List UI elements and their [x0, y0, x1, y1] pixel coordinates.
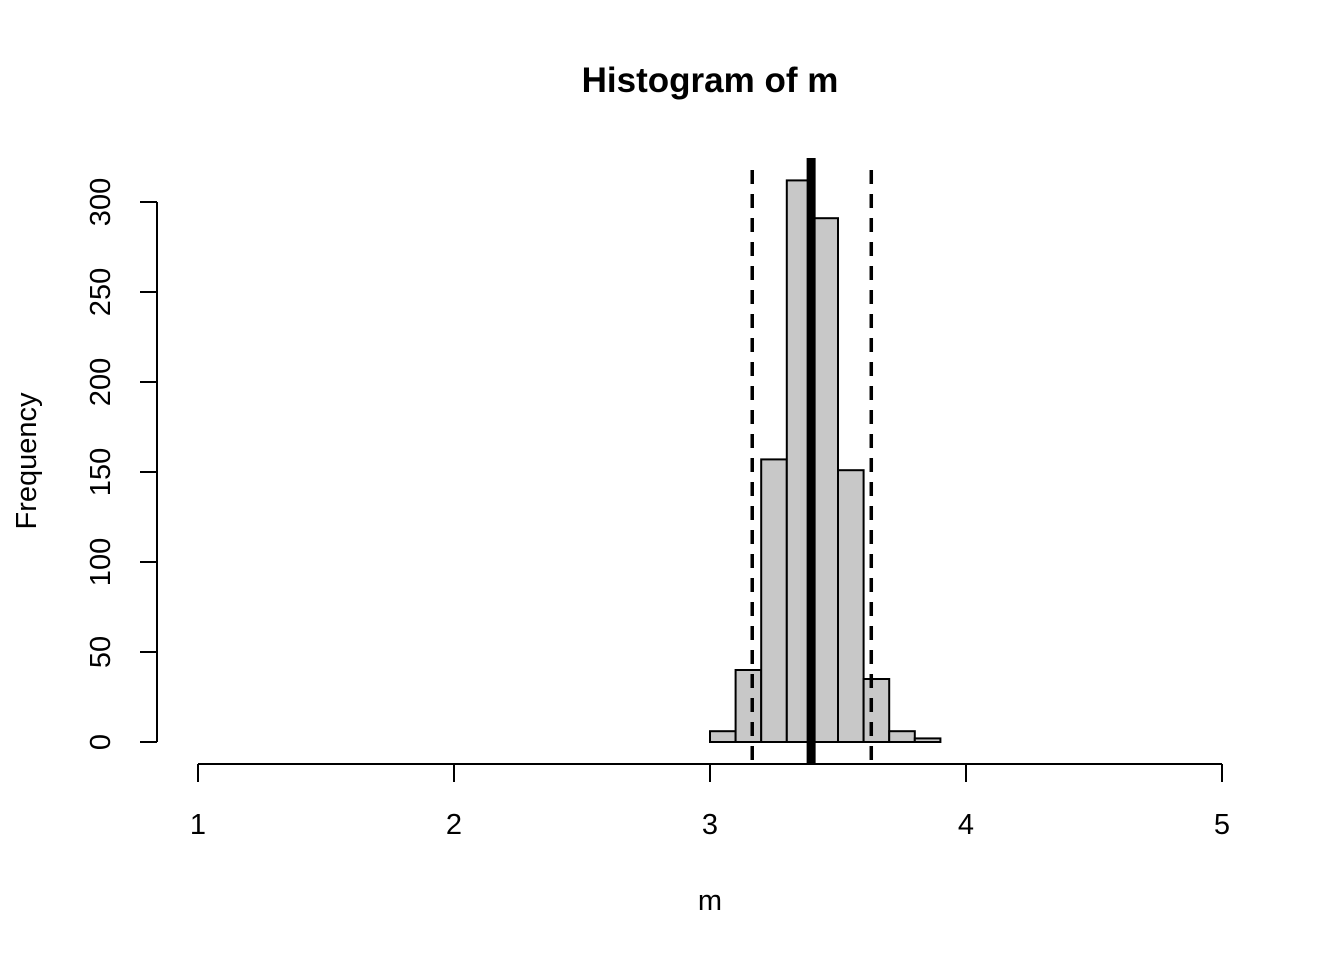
chart-title: Histogram of m	[582, 61, 839, 100]
histogram-bar-2	[734, 669, 763, 743]
histogram-bar-3	[760, 458, 788, 743]
x-tick-label: 3	[702, 809, 718, 841]
histogram-bar-6	[837, 469, 865, 743]
y-tick-label: 150	[85, 448, 117, 496]
histogram-bar-5	[811, 217, 840, 743]
bars-layer	[709, 179, 942, 744]
histogram-bar-8	[888, 730, 916, 744]
x-axis-title: m	[698, 885, 722, 917]
y-tick-label: 300	[85, 178, 117, 226]
y-axis-title: Frequency	[11, 392, 43, 530]
reference-lines-layer	[750, 158, 874, 764]
histogram-bar-9	[913, 737, 942, 744]
x-tick-label: 4	[958, 809, 974, 841]
x-tick-label: 1	[190, 809, 206, 841]
y-tick-label: 250	[85, 268, 117, 316]
x-tick-label: 2	[446, 809, 462, 841]
histogram-bar-7	[862, 678, 891, 743]
y-tick-label: 0	[85, 734, 117, 750]
y-tick-label: 50	[85, 636, 117, 668]
x-tick-label: 5	[1214, 809, 1230, 841]
x-axis: 1 2 3 4 5	[190, 763, 1230, 841]
y-tick-label: 100	[85, 538, 117, 586]
y-tick-label: 200	[85, 358, 117, 406]
y-axis: 0 50 100 150 200 250 300	[85, 178, 158, 750]
histogram-bar-1	[709, 730, 737, 744]
